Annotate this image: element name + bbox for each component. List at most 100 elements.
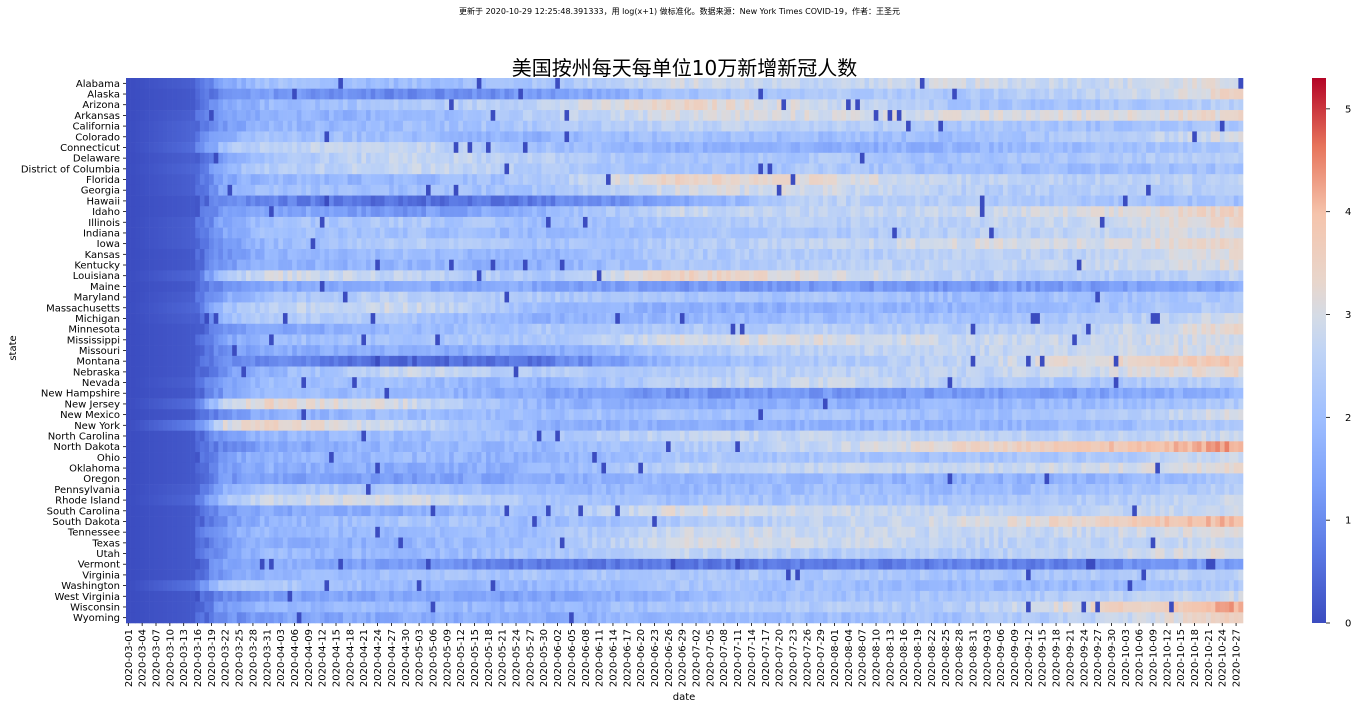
heatmap-cell: [929, 163, 935, 175]
heatmap-cell: [652, 88, 658, 100]
heatmap-cell: [712, 195, 718, 207]
heatmap-cell: [259, 142, 265, 154]
heatmap-cell: [809, 152, 815, 164]
heatmap-cell: [518, 110, 524, 122]
heatmap-cell: [979, 248, 985, 260]
heatmap-cell: [795, 131, 801, 143]
heatmap-cell: [301, 99, 307, 111]
heatmap-cell: [218, 131, 224, 143]
heatmap-cell: [389, 131, 395, 143]
heatmap-cell: [1215, 174, 1221, 186]
heatmap-cell: [195, 238, 201, 250]
heatmap-cell: [836, 206, 842, 218]
heatmap-cell: [1086, 110, 1091, 122]
heatmap-cell: [882, 270, 888, 282]
heatmap-cell: [864, 110, 870, 122]
heatmap-cell: [504, 216, 510, 228]
heatmap-cell: [218, 163, 224, 175]
heatmap-cell: [444, 206, 450, 218]
heatmap-cell: [1155, 120, 1161, 132]
heatmap-cell: [776, 174, 782, 186]
heatmap-cell: [435, 195, 441, 207]
heatmap-cell: [541, 270, 547, 282]
heatmap-cell: [753, 184, 759, 196]
heatmap-cell: [1224, 120, 1230, 132]
heatmap-cell: [569, 120, 575, 132]
heatmap-cell: [1053, 195, 1059, 207]
heatmap-cell: [292, 120, 298, 132]
heatmap-cell: [642, 281, 648, 293]
heatmap-cell: [241, 163, 247, 175]
heatmap-cell: [158, 174, 164, 186]
heatmap-cell: [642, 248, 648, 260]
heatmap-cell: [836, 281, 842, 293]
heatmap-cell: [749, 216, 755, 228]
heatmap-cell: [1012, 152, 1018, 164]
heatmap-cell: [1136, 184, 1142, 196]
heatmap-cell: [587, 259, 593, 271]
heatmap-cell: [546, 152, 551, 164]
heatmap-cell: [126, 291, 131, 303]
heatmap-cell: [638, 227, 644, 239]
heatmap-cell: [462, 174, 468, 186]
heatmap-cell: [416, 131, 422, 143]
heatmap-cell: [412, 120, 418, 132]
heatmap-cell: [592, 152, 598, 164]
heatmap-cell: [158, 216, 164, 228]
heatmap-cell: [509, 99, 515, 111]
heatmap-cell: [776, 110, 782, 122]
heatmap-cell: [139, 195, 145, 207]
heatmap-cell: [209, 227, 214, 239]
heatmap-cell: [1196, 281, 1202, 293]
heatmap-cell: [850, 259, 856, 271]
heatmap-cell: [878, 248, 884, 260]
heatmap-cell: [273, 142, 279, 154]
heatmap-cell: [942, 88, 948, 100]
heatmap-cell: [1002, 131, 1008, 143]
heatmap-cell: [199, 281, 205, 293]
heatmap-cell: [1118, 174, 1124, 186]
heatmap-cell: [952, 206, 958, 218]
heatmap-cell: [282, 131, 288, 143]
heatmap-cell: [772, 120, 778, 132]
heatmap-cell: [569, 142, 575, 154]
heatmap-cell: [924, 184, 930, 196]
heatmap-cell: [269, 195, 275, 207]
heatmap-cell: [799, 174, 805, 186]
heatmap-cell: [1081, 195, 1087, 207]
heatmap-cell: [195, 195, 201, 207]
heatmap-cell: [476, 163, 482, 175]
heatmap-cell: [218, 184, 224, 196]
heatmap-cell: [786, 163, 791, 175]
heatmap-cell: [1086, 206, 1091, 218]
heatmap-cell: [670, 163, 676, 175]
heatmap-cell: [315, 163, 321, 175]
heatmap-cell: [1224, 110, 1230, 122]
heatmap-cell: [1072, 174, 1078, 186]
heatmap-cell: [855, 152, 861, 164]
heatmap-cell: [933, 184, 939, 196]
heatmap-cell: [412, 206, 418, 218]
heatmap-cell: [1049, 131, 1055, 143]
heatmap-cell: [1132, 216, 1138, 228]
heatmap-cell: [666, 88, 671, 100]
heatmap-cell: [915, 142, 921, 154]
heatmap-cell: [527, 184, 533, 196]
heatmap-cell: [236, 270, 242, 282]
heatmap-cell: [790, 216, 796, 228]
heatmap-cell: [822, 259, 828, 271]
heatmap-cell: [809, 163, 815, 175]
heatmap-cell: [606, 163, 611, 175]
heatmap-cell: [536, 248, 542, 260]
heatmap-cell: [749, 152, 755, 164]
heatmap-cell: [195, 110, 201, 122]
heatmap-cell: [1187, 120, 1193, 132]
heatmap-cell: [546, 238, 551, 250]
heatmap-cell: [1210, 227, 1216, 239]
heatmap-cell: [887, 152, 893, 164]
heatmap-cell: [1067, 88, 1073, 100]
heatmap-cell: [772, 227, 778, 239]
heatmap-cell: [162, 227, 168, 239]
heatmap-cell: [176, 227, 182, 239]
heatmap-cell: [587, 88, 593, 100]
